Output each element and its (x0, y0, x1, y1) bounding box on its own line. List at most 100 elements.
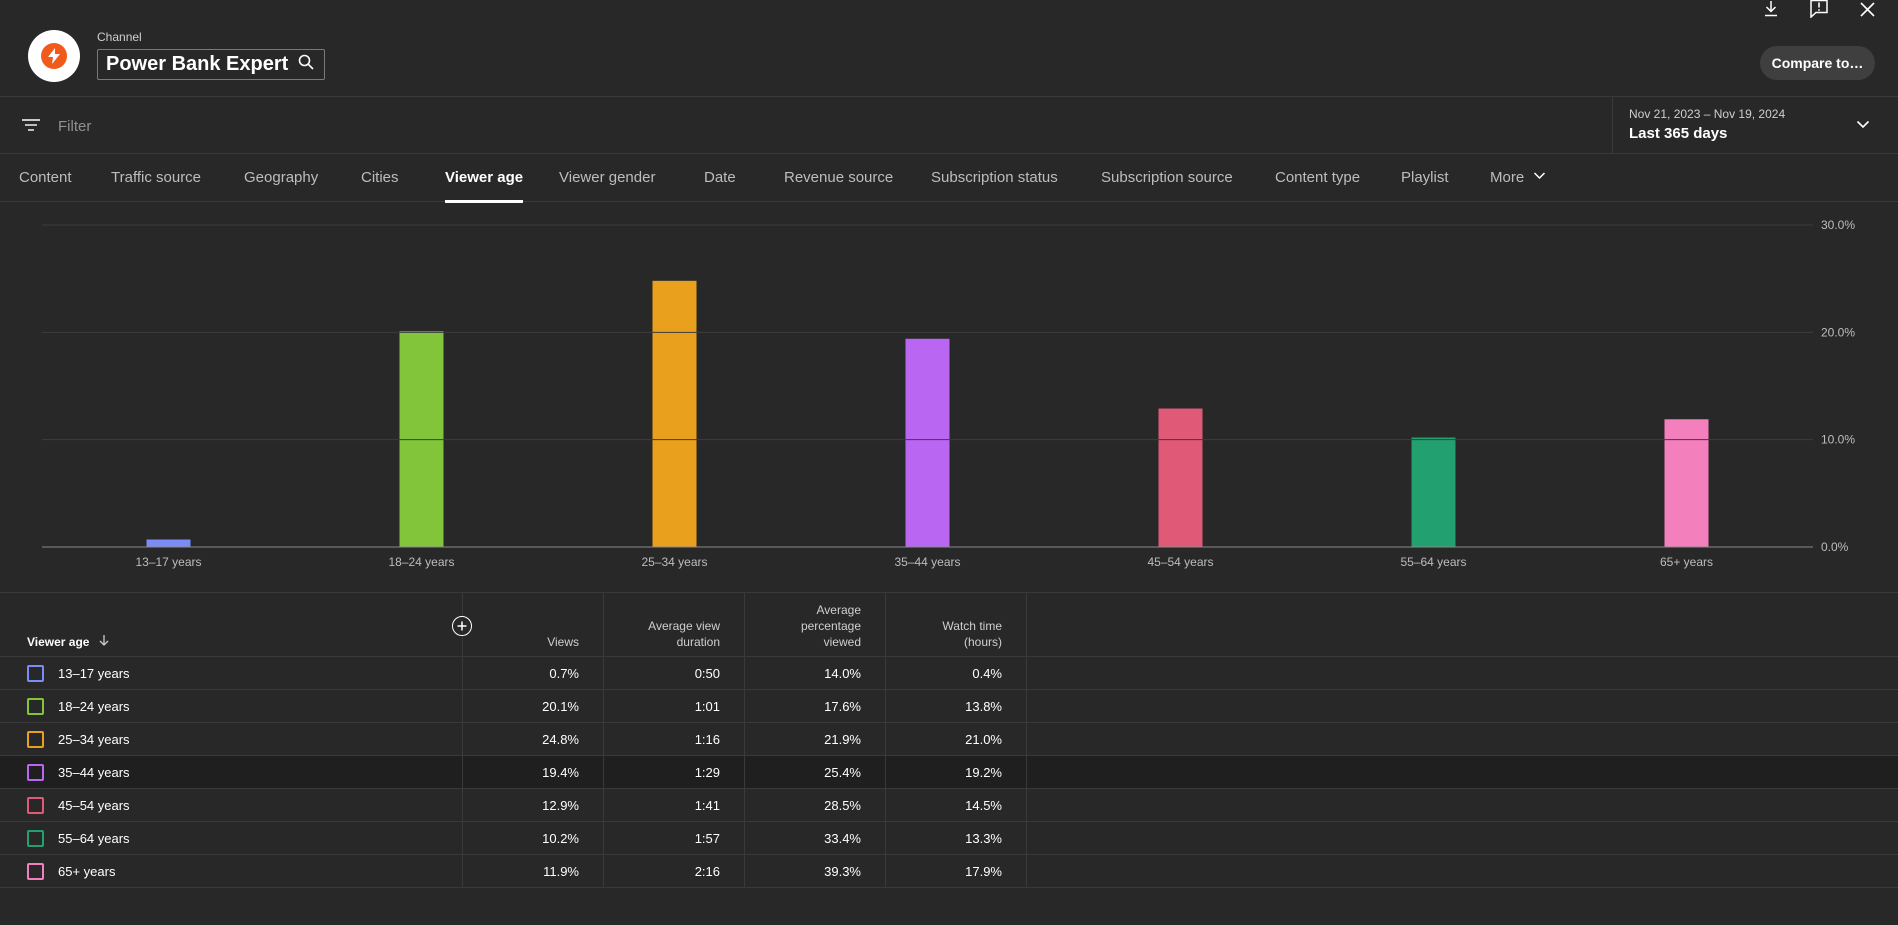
series-toggle-checkbox[interactable] (27, 764, 44, 781)
filter-icon[interactable] (21, 117, 41, 138)
channel-name: Power Bank Expert (106, 53, 289, 75)
chart-bar[interactable] (1411, 437, 1456, 547)
table-row[interactable]: 13–17 years 0.7% 0:50 14.0% 0.4% (0, 657, 1898, 690)
tab-date[interactable]: Date (704, 169, 736, 186)
table-header: Viewer age Views Average view duration A… (0, 593, 1898, 657)
lightning-logo-icon (41, 43, 67, 69)
table-row[interactable]: 35–44 years 19.4% 1:29 25.4% 19.2% (0, 756, 1898, 789)
table-row[interactable]: 55–64 years 10.2% 1:57 33.4% 13.3% (0, 822, 1898, 855)
tab-subscription-status[interactable]: Subscription status (931, 169, 1058, 186)
column-header-watch-time[interactable]: Watch time (hours) (886, 593, 1027, 657)
viewer-age-cell: 45–54 years (0, 789, 463, 822)
viewer-age-cell: 25–34 years (0, 723, 463, 756)
x-tick-label: 25–34 years (641, 555, 707, 569)
x-tick-label: 55–64 years (1400, 555, 1466, 569)
filter-bar: Nov 21, 2023 – Nov 19, 2024 Last 365 day… (0, 97, 1898, 154)
watch-time-cell: 17.9% (886, 855, 1027, 888)
dimension-tabs: Content Traffic source Geography Cities … (0, 154, 1898, 203)
channel-selector[interactable]: Power Bank Expert (97, 49, 326, 80)
add-column-icon[interactable] (452, 616, 472, 636)
series-toggle-checkbox[interactable] (27, 665, 44, 682)
column-header-views[interactable]: Views (463, 593, 604, 657)
watch-time-cell: 19.2% (886, 756, 1027, 789)
viewer-age-cell: 35–44 years (0, 756, 463, 789)
compare-button[interactable]: Compare to… (1760, 46, 1875, 80)
chart-bar[interactable] (1664, 419, 1709, 547)
table-row[interactable]: 25–34 years 24.8% 1:16 21.9% 21.0% (0, 723, 1898, 756)
chart-bar[interactable] (905, 338, 950, 547)
tab-geography[interactable]: Geography (244, 169, 319, 186)
table-row[interactable]: 18–24 years 20.1% 1:01 17.6% 13.8% (0, 690, 1898, 723)
date-range-selector[interactable]: Nov 21, 2023 – Nov 19, 2024 Last 365 day… (1612, 97, 1898, 154)
views-cell: 0.7% (463, 657, 604, 690)
chevron-down-icon (1533, 154, 1546, 202)
x-tick-label: 45–54 years (1147, 555, 1213, 569)
avg-view-duration-cell: 1:01 (604, 690, 745, 723)
avg-view-duration-cell: 1:29 (604, 756, 745, 789)
views-cell: 11.9% (463, 855, 604, 888)
tab-more-label: More (1490, 169, 1525, 186)
avg-view-duration-cell: 0:50 (604, 657, 745, 690)
chart-bar[interactable] (399, 331, 444, 547)
table-row[interactable]: 45–54 years 12.9% 1:41 28.5% 14.5% (0, 789, 1898, 822)
tab-content[interactable]: Content (19, 169, 72, 186)
tab-viewer-gender[interactable]: Viewer gender (559, 169, 656, 186)
tab-traffic-source[interactable]: Traffic source (111, 169, 202, 186)
tab-subscription-source[interactable]: Subscription source (1101, 169, 1233, 186)
table-row[interactable]: 65+ years 11.9% 2:16 39.3% 17.9% (0, 855, 1898, 888)
views-cell: 19.4% (463, 756, 604, 789)
filter-input[interactable] (58, 113, 558, 139)
column-header-viewer-age[interactable]: Viewer age (0, 593, 463, 657)
views-cell: 12.9% (463, 789, 604, 822)
y-tick-label: 10.0% (1821, 433, 1855, 447)
tab-content-type[interactable]: Content type (1275, 169, 1361, 186)
sort-down-icon[interactable] (98, 634, 110, 650)
series-toggle-checkbox[interactable] (27, 731, 44, 748)
search-icon[interactable] (298, 54, 314, 75)
watch-time-cell: 0.4% (886, 657, 1027, 690)
column-header-avg-percentage-viewed[interactable]: Average percentage viewed (745, 593, 886, 657)
chart-bar[interactable] (146, 539, 191, 547)
tab-revenue-source[interactable]: Revenue source (784, 169, 894, 186)
watch-time-cell: 13.8% (886, 690, 1027, 723)
avg-percentage-viewed-cell: 28.5% (745, 789, 886, 822)
avg-view-duration-cell: 1:41 (604, 789, 745, 822)
series-toggle-checkbox[interactable] (27, 863, 44, 880)
avg-percentage-viewed-cell: 25.4% (745, 756, 886, 789)
feedback-icon[interactable] (1808, 0, 1830, 18)
avg-percentage-viewed-cell: 39.3% (745, 855, 886, 888)
column-header-label: Average percentage viewed (800, 603, 861, 649)
tab-cities[interactable]: Cities (361, 169, 399, 186)
viewer-age-cell: 55–64 years (0, 822, 463, 855)
chart-bar[interactable] (652, 280, 697, 547)
channel-caption: Channel (97, 30, 142, 44)
watch-time-cell: 21.0% (886, 723, 1027, 756)
tab-more[interactable]: More (1490, 154, 1546, 202)
column-header-label: Viewer age (27, 635, 90, 649)
download-icon[interactable] (1760, 0, 1782, 18)
views-cell: 24.8% (463, 723, 604, 756)
watch-time-cell: 14.5% (886, 789, 1027, 822)
age-label: 45–54 years (58, 798, 130, 813)
views-cell: 20.1% (463, 690, 604, 723)
x-tick-label: 35–44 years (894, 555, 960, 569)
x-tick-label: 65+ years (1660, 555, 1713, 569)
age-label: 13–17 years (58, 666, 130, 681)
tab-playlist[interactable]: Playlist (1401, 169, 1449, 186)
series-toggle-checkbox[interactable] (27, 797, 44, 814)
avg-view-duration-cell: 2:16 (604, 855, 745, 888)
avg-percentage-viewed-cell: 17.6% (745, 690, 886, 723)
chevron-down-icon (1856, 117, 1870, 136)
tab-viewer-age[interactable]: Viewer age (445, 154, 524, 203)
series-toggle-checkbox[interactable] (27, 698, 44, 715)
age-label: 25–34 years (58, 732, 130, 747)
column-header-avg-view-duration[interactable]: Average view duration (604, 593, 745, 657)
date-range-dates: Nov 21, 2023 – Nov 19, 2024 (1629, 107, 1786, 121)
avg-percentage-viewed-cell: 14.0% (745, 657, 886, 690)
x-tick-label: 13–17 years (135, 555, 201, 569)
top-actions (1760, 0, 1878, 18)
chart-bar[interactable] (1158, 408, 1203, 547)
close-icon[interactable] (1856, 0, 1878, 18)
viewer-age-cell: 18–24 years (0, 690, 463, 723)
series-toggle-checkbox[interactable] (27, 830, 44, 847)
